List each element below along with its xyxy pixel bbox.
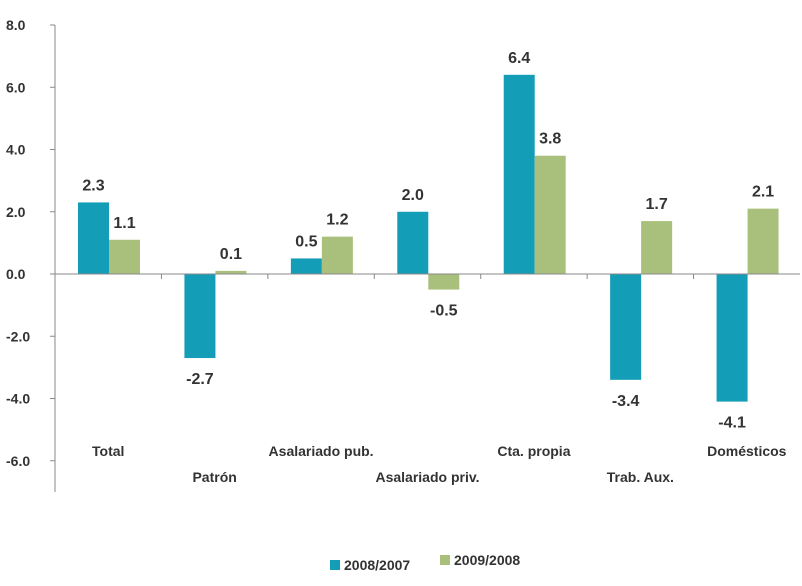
bar-series1-5 (610, 274, 642, 380)
y-tick-label: 8.0 (6, 17, 26, 33)
legend: 2008/2007 2009/2008 (330, 552, 520, 573)
data-label: 3.8 (539, 131, 561, 148)
bar-series2-6 (747, 208, 779, 274)
bar-series2-3 (428, 274, 460, 290)
y-tick-label: 6.0 (6, 79, 26, 95)
legend-label: 2008/2007 (344, 557, 410, 573)
data-label: 2.3 (82, 177, 104, 194)
legend-label: 2009/2008 (454, 552, 520, 568)
data-label: 6.4 (508, 50, 530, 67)
bar-series1-0 (78, 202, 109, 274)
y-axis: 8.0 6.0 4.0 2.0 0.0 -2.0 -4.0 -6.0 (6, 17, 56, 492)
data-label: 2.0 (402, 187, 424, 204)
data-label: 0.5 (295, 233, 317, 250)
category-label: Cta. propia (497, 443, 570, 459)
category-labels: Total Patrón Asalariado pub.Asalariado pri… (92, 443, 787, 485)
bar-series2-2 (321, 236, 353, 274)
legend-swatch (440, 555, 450, 565)
y-tick-label: -2.0 (6, 328, 30, 344)
data-label: 2.1 (752, 184, 774, 201)
data-label: 0.1 (220, 246, 242, 263)
category-label: Patrón (192, 469, 236, 485)
data-label: 1.7 (646, 196, 668, 213)
data-label: 1.1 (113, 215, 135, 232)
y-tick-label: 4.0 (6, 142, 26, 158)
bar-series1-1 (184, 274, 216, 359)
bars (78, 74, 779, 402)
legend-swatch (330, 560, 340, 570)
bar-series2-5 (641, 221, 673, 274)
y-tick-label: -4.0 (6, 391, 30, 407)
bar-series2-0 (109, 239, 140, 274)
data-labels: 2.3 -2.7 0.5 2.0 6.4 -3.4 -4.1 1.1 0.1 1.2 -0.5 3.8… (82, 50, 774, 432)
y-tick-label: -6.0 (6, 453, 30, 469)
y-tick-label: 2.0 (6, 204, 26, 220)
bar-series1-3 (397, 211, 429, 274)
bar-series2-1 (215, 270, 247, 274)
x-axis (55, 273, 800, 279)
category-label: Asalariado priv. (375, 469, 479, 485)
data-label: -0.5 (430, 303, 458, 320)
data-label: 1.2 (326, 212, 348, 229)
category-label: Asalariado pub. (269, 443, 374, 459)
bar-series1-4 (503, 74, 535, 274)
bar-series2-4 (534, 155, 566, 274)
category-label: Trab. Aux. (607, 469, 674, 485)
bar-series1-2 (290, 258, 322, 274)
y-tick-label: 0.0 (6, 266, 26, 282)
category-label: Total (92, 443, 124, 459)
data-label: -4.1 (718, 415, 746, 432)
data-label: -3.4 (612, 393, 640, 410)
data-label: -2.7 (186, 371, 214, 388)
category-label: Domésticos (707, 443, 787, 459)
bar-series1-6 (716, 274, 748, 402)
